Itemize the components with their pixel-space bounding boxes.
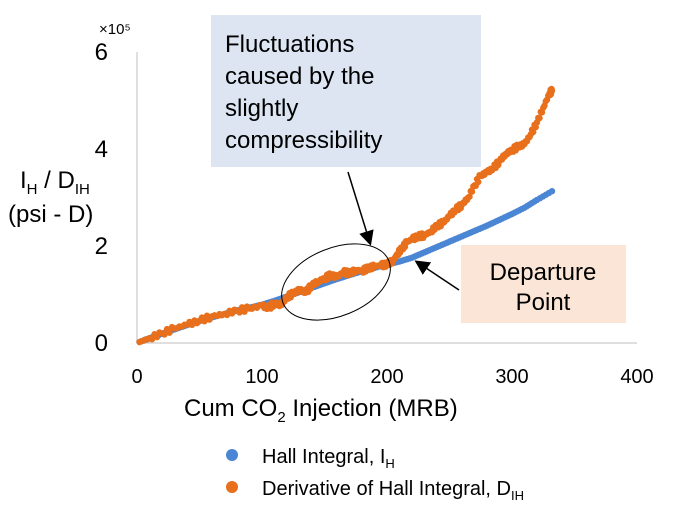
data-point (493, 217, 501, 225)
data-point (153, 333, 161, 341)
y-tick-label: 0 (95, 330, 108, 357)
x-label-part: Cum CO (184, 395, 277, 422)
series (136, 85, 556, 346)
data-point (538, 109, 546, 116)
data-point (218, 312, 226, 319)
data-point (401, 243, 409, 251)
data-point (548, 85, 555, 93)
legend-text: Derivative of Hall Integral, D (262, 478, 511, 500)
fluctuations-ellipse (281, 243, 391, 321)
data-point (475, 178, 482, 186)
fluctuations-callout-text: Fluctuations (225, 31, 354, 58)
legend-marker-hall-integral (226, 449, 238, 461)
data-point (181, 321, 188, 328)
data-point (406, 255, 413, 262)
data-point (457, 204, 464, 212)
departure-arrow (414, 260, 460, 291)
data-point (536, 114, 543, 122)
x-axis-label: Cum CO2 Injection (MRB) (184, 395, 458, 426)
data-point (468, 228, 476, 236)
fluctuations-callout-text: caused by the (225, 63, 374, 90)
legend: Hall Integral, IH Derivative of Hall Int… (226, 446, 524, 503)
data-point (466, 193, 473, 200)
annotations: Fluctuations caused by the slightly compres… (211, 15, 626, 323)
series-derivative (136, 85, 556, 346)
data-point (243, 303, 251, 310)
data-point (506, 211, 513, 219)
axes (136, 52, 637, 344)
x-tick-label: 0 (131, 366, 142, 388)
data-point (495, 161, 502, 169)
data-point (193, 319, 201, 327)
y-axis-label-line2: (psi - D) (8, 201, 93, 228)
data-point (166, 329, 173, 336)
departure-callout-text: Point (516, 289, 571, 316)
x-label-part: Injection (MRB) (286, 395, 458, 422)
data-point (532, 123, 539, 131)
data-point (481, 223, 488, 230)
legend-marker-derivative (226, 481, 238, 493)
data-point (443, 239, 451, 246)
x-tick-label: 400 (620, 366, 653, 388)
data-point (418, 250, 426, 257)
fluctuations-arrow (347, 171, 374, 246)
data-point (456, 234, 463, 241)
y-tick-label: 4 (95, 136, 108, 163)
legend-sub: IH (511, 488, 524, 503)
data-point (231, 306, 238, 313)
data-point (236, 309, 243, 316)
data-point (530, 128, 537, 136)
legend-label-derivative: Derivative of Hall Integral, DIH (262, 478, 524, 503)
data-point (468, 188, 476, 195)
data-point (241, 308, 248, 315)
fluctuations-callout-text: compressibility (225, 127, 382, 154)
data-point (518, 205, 526, 213)
y-multiplier-label: ×10⁵ (99, 21, 131, 38)
y-tick-label: 6 (95, 39, 108, 66)
legend-label-hall-integral: Hall Integral, IH (262, 446, 395, 471)
legend-sub: H (385, 456, 394, 471)
x-tick-label: 300 (495, 366, 528, 388)
data-point (547, 90, 555, 98)
x-tick-label: 100 (245, 366, 278, 388)
y-label-sub: H (27, 181, 38, 198)
data-point (161, 331, 168, 338)
data-point (431, 244, 438, 252)
fluctuations-callout-box (211, 15, 481, 167)
y-label-part: / D (38, 167, 75, 194)
data-point (531, 198, 538, 205)
data-point (156, 329, 163, 336)
y-label-part: I (20, 167, 27, 194)
departure-callout-text: Departure (490, 259, 597, 286)
data-point (526, 133, 533, 141)
data-point (201, 318, 208, 325)
legend-text: Hall Integral, I (262, 446, 385, 468)
y-axis-label-line1: IH / DIH (20, 167, 90, 198)
departure-callout-box (461, 245, 626, 323)
y-tick-label: 2 (95, 233, 108, 260)
tick-labels: 0 100 200 300 400 0 2 4 6 (95, 39, 654, 388)
x-label-sub: 2 (277, 409, 285, 426)
data-point (545, 189, 553, 197)
fluctuations-callout-text: slightly (225, 95, 298, 122)
y-label-sub: IH (75, 181, 90, 198)
x-tick-label: 200 (370, 366, 403, 388)
data-point (144, 336, 151, 343)
data-point (206, 316, 213, 323)
data-point (168, 323, 176, 331)
data-point (437, 223, 444, 230)
data-point (148, 335, 156, 343)
